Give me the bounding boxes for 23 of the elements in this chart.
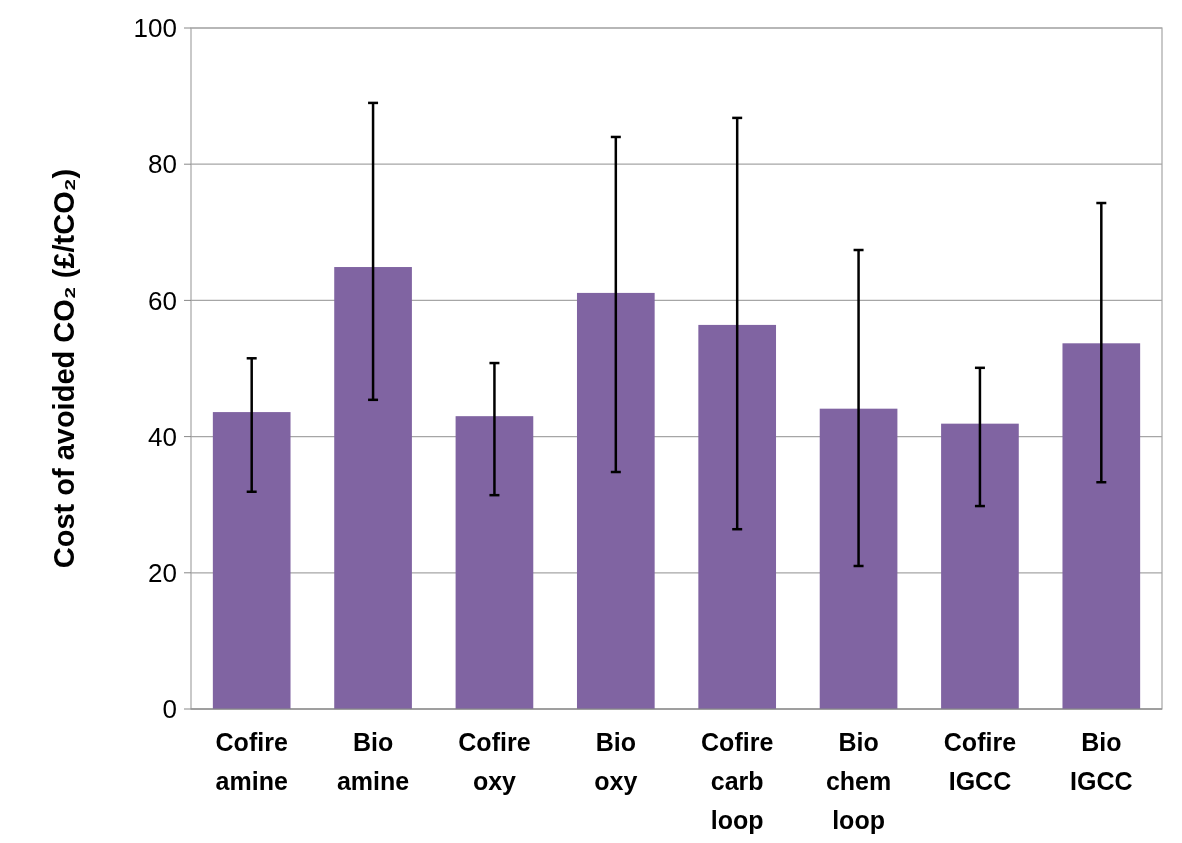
- x-tick-label: Cofire carb loop: [701, 728, 774, 834]
- y-tick-label: 100: [133, 13, 177, 44]
- bar: [819, 408, 898, 709]
- x-tick-label: Cofire amine: [215, 728, 288, 795]
- y-tick-label: 0: [162, 694, 177, 725]
- bar: [212, 412, 291, 709]
- bar: [941, 423, 1019, 709]
- y-axis-title: Cost of avoided CO₂ (£/tCO₂): [48, 168, 80, 569]
- bar: [698, 324, 777, 709]
- x-tick-label: Bio IGCC: [1070, 728, 1133, 795]
- y-tick-label: 20: [148, 557, 177, 588]
- x-tick-label: Cofire IGCC: [943, 728, 1017, 795]
- y-tick-label: 40: [148, 421, 177, 452]
- bar: [1062, 343, 1141, 709]
- x-tick-label: Bio oxy: [594, 728, 638, 795]
- y-tick-label: 80: [148, 149, 177, 180]
- bar: [334, 267, 412, 709]
- y-tick-label: 60: [148, 285, 177, 316]
- x-tick-label: Bio chem loop: [825, 728, 892, 834]
- bar: [576, 292, 655, 709]
- x-tick-label: Cofire oxy: [458, 728, 531, 795]
- bar: [455, 416, 534, 709]
- x-tick-label: Bio amine: [336, 728, 410, 795]
